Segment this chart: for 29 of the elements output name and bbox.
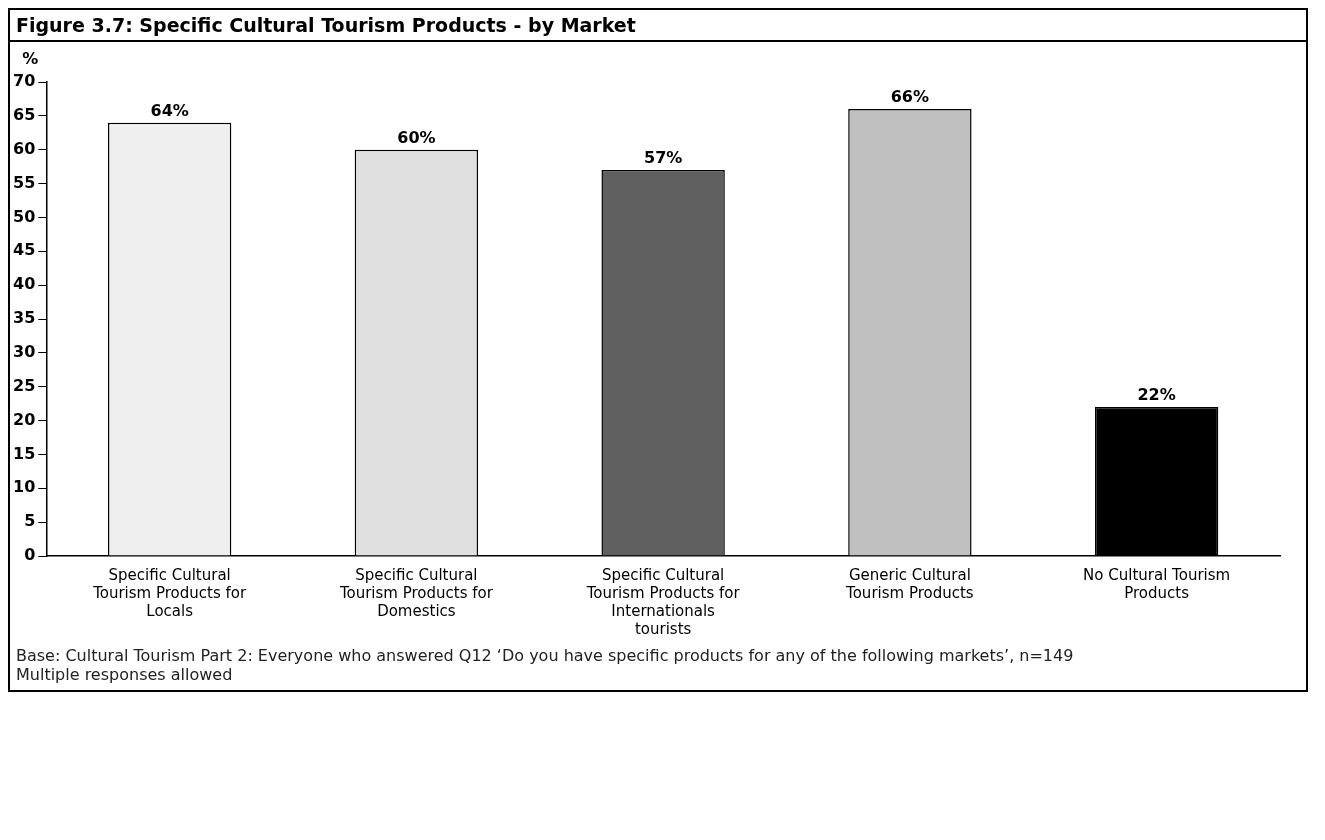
y-tick-label: 10 (13, 477, 36, 497)
y-tick-label: 0 (24, 545, 36, 565)
y-tick-label: 40 (13, 274, 36, 294)
data-label: 60% (397, 127, 436, 147)
x-tick-label: Generic Cultural Tourism Products (845, 565, 974, 602)
y-tick-label: 25 (13, 375, 36, 395)
x-tick-label: Specific Cultural Tourism Products for Locals (92, 565, 247, 620)
y-tick-label: 35 (13, 308, 36, 328)
y-tick-label: 60 (13, 138, 36, 158)
y-tick-label: 20 (13, 409, 36, 429)
data-label: 57% (643, 148, 683, 168)
x-tick-label: Specific Cultural Tourism Products for Domestics (338, 565, 494, 620)
x-tick-label: No Cultural Tourism Products (1083, 565, 1231, 602)
y-tick-label: 15 (13, 443, 36, 463)
data-label: 22% (1137, 385, 1176, 405)
data-label: 64% (150, 100, 189, 120)
y-tick-label: 45 (13, 240, 36, 260)
y-tick-label: 65 (13, 105, 36, 125)
data-label: 66% (890, 87, 930, 107)
chart-title: Figure 3.7: Specific Cultural Tourism Products - by Market (10, 10, 1306, 42)
x-tick-label: Specific Cultural Tourism Products for Internationals tourists (585, 565, 741, 638)
y-tick-label: 70 (13, 71, 36, 91)
y-tick-label: 55 (13, 172, 36, 192)
text: Base: Cultural Tourism Part 2: Everyone who answered Q12 ‘Do you have specific products for any of the following markets’, n=149 (16, 646, 1075, 665)
text: Multiple responses allowed (16, 665, 234, 684)
y-axis-title: % (22, 49, 39, 69)
y-tick-label: 50 (13, 206, 36, 226)
y-tick-label: 5 (24, 511, 36, 531)
y-tick-label: 30 (13, 342, 36, 362)
